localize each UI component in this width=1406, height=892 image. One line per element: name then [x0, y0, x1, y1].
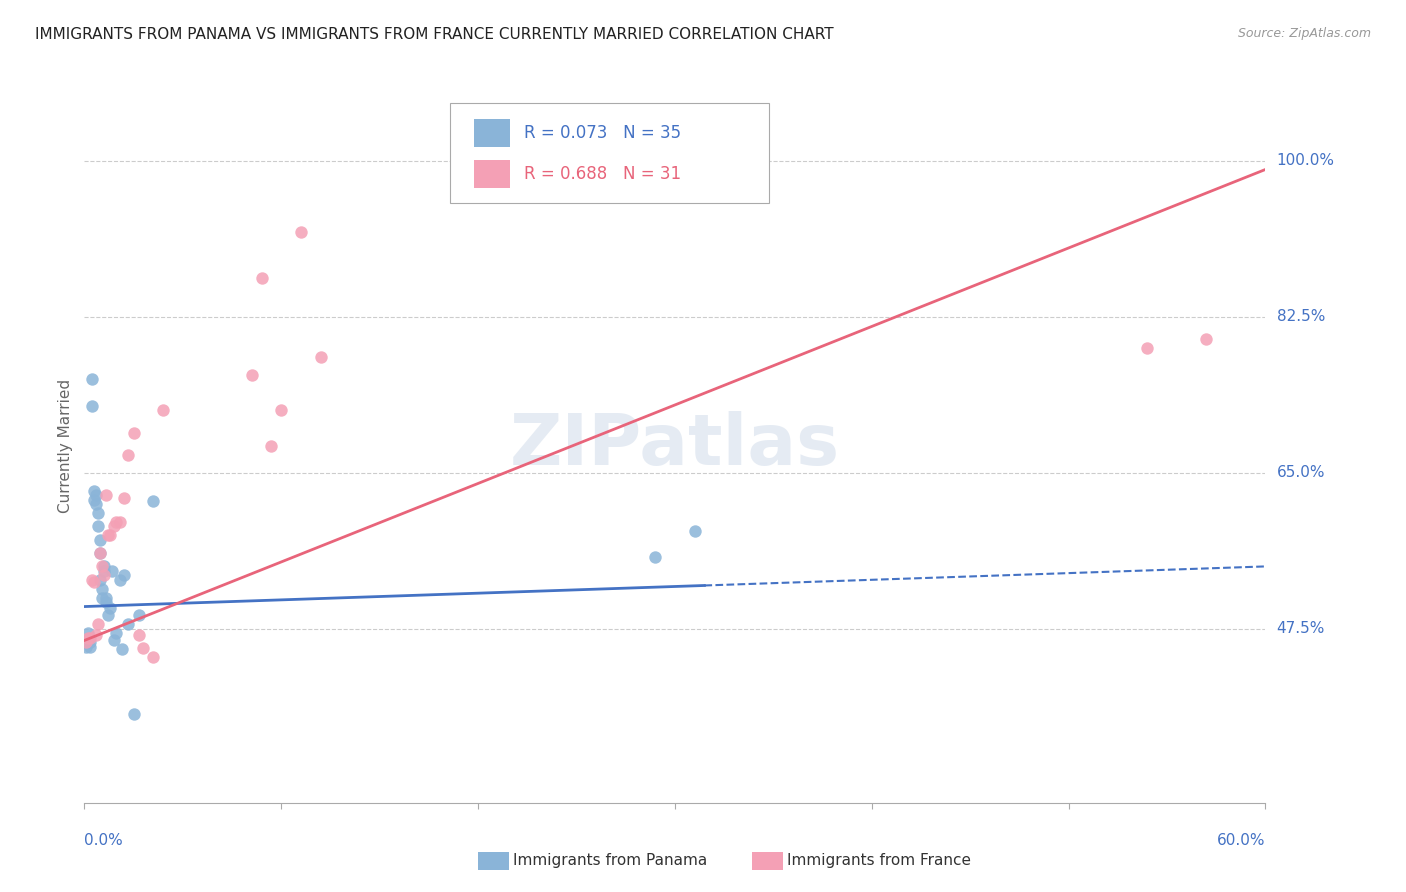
Point — [94, 595, 117, 609]
Text: R = 0.073   N = 35: R = 0.073 N = 35 — [523, 124, 681, 142]
Point — [108, 515, 131, 529]
FancyBboxPatch shape — [450, 103, 769, 203]
Point — [84, 488, 107, 502]
Point — [91, 582, 114, 596]
Point — [1195, 332, 1218, 346]
Point — [128, 608, 150, 623]
Point — [79, 640, 101, 654]
Text: R = 0.688   N = 31: R = 0.688 N = 31 — [523, 165, 681, 183]
Point — [89, 573, 111, 587]
Point — [82, 573, 104, 587]
Point — [83, 492, 105, 507]
Point — [290, 225, 312, 239]
Point — [240, 368, 263, 382]
Point — [122, 425, 145, 440]
Point — [98, 528, 121, 542]
Y-axis label: Currently Married: Currently Married — [58, 379, 73, 513]
Point — [108, 573, 131, 587]
Point — [309, 350, 332, 364]
Point — [270, 403, 292, 417]
Point — [82, 372, 104, 386]
Point — [94, 488, 117, 502]
Point — [94, 591, 117, 605]
Point — [111, 642, 134, 657]
Point — [84, 628, 107, 642]
Point — [98, 601, 121, 615]
Point — [75, 635, 97, 649]
Point — [87, 617, 110, 632]
Text: 65.0%: 65.0% — [1277, 466, 1324, 480]
Point — [103, 519, 125, 533]
Point — [97, 608, 120, 623]
Text: 0.0%: 0.0% — [84, 833, 124, 848]
Text: Immigrants from France: Immigrants from France — [787, 854, 972, 868]
Point — [152, 403, 174, 417]
FancyBboxPatch shape — [474, 120, 509, 147]
Point — [122, 706, 145, 721]
Point — [112, 568, 135, 582]
Point — [260, 439, 283, 453]
FancyBboxPatch shape — [474, 160, 509, 187]
Point — [93, 568, 115, 582]
Point — [77, 631, 100, 645]
Point — [75, 640, 97, 654]
Point — [142, 494, 165, 508]
Point — [89, 546, 111, 560]
Point — [83, 483, 105, 498]
Point — [79, 635, 101, 649]
Point — [142, 650, 165, 665]
Point — [683, 524, 706, 538]
Point — [103, 633, 125, 648]
Point — [84, 497, 107, 511]
Point — [128, 628, 150, 642]
Point — [104, 626, 127, 640]
Text: IMMIGRANTS FROM PANAMA VS IMMIGRANTS FROM FRANCE CURRENTLY MARRIED CORRELATION C: IMMIGRANTS FROM PANAMA VS IMMIGRANTS FRO… — [35, 27, 834, 42]
Point — [93, 559, 115, 574]
Point — [104, 515, 127, 529]
Point — [87, 506, 110, 520]
Point — [132, 641, 155, 656]
Point — [250, 271, 273, 285]
Point — [117, 617, 139, 632]
Text: 47.5%: 47.5% — [1277, 622, 1324, 636]
Text: 100.0%: 100.0% — [1277, 153, 1334, 168]
Point — [87, 519, 110, 533]
Point — [93, 564, 115, 578]
Text: 82.5%: 82.5% — [1277, 310, 1324, 324]
Point — [91, 559, 114, 574]
Point — [83, 574, 105, 589]
Point — [79, 631, 101, 645]
Point — [77, 626, 100, 640]
Text: ZIPatlas: ZIPatlas — [510, 411, 839, 481]
Point — [1136, 341, 1159, 355]
Point — [91, 591, 114, 605]
Point — [97, 528, 120, 542]
Text: Immigrants from Panama: Immigrants from Panama — [513, 854, 707, 868]
Point — [89, 546, 111, 560]
Point — [117, 448, 139, 462]
Point — [89, 533, 111, 547]
Point — [101, 564, 124, 578]
Point — [112, 491, 135, 505]
Point — [82, 399, 104, 413]
Text: Source: ZipAtlas.com: Source: ZipAtlas.com — [1237, 27, 1371, 40]
Point — [644, 550, 666, 565]
Text: 60.0%: 60.0% — [1218, 833, 1265, 848]
